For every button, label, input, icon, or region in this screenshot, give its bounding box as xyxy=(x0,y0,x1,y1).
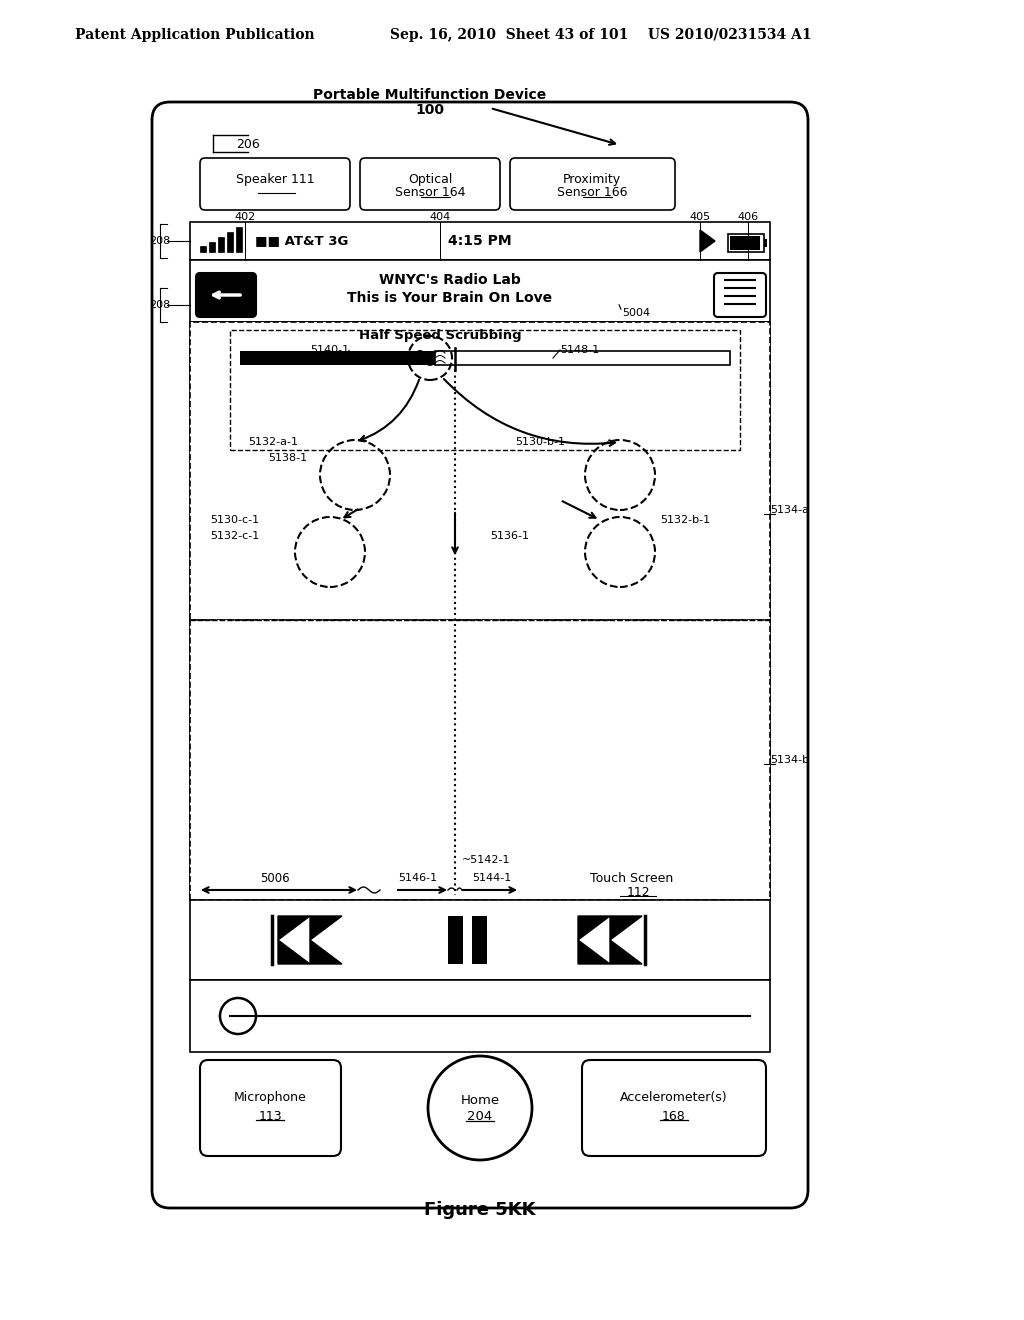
Bar xyxy=(240,351,435,366)
Text: 404: 404 xyxy=(429,213,451,222)
FancyBboxPatch shape xyxy=(152,102,808,1208)
Text: 5130-c-1: 5130-c-1 xyxy=(210,515,259,525)
Bar xyxy=(190,620,770,900)
Text: 100: 100 xyxy=(416,103,444,117)
Text: Optical: Optical xyxy=(408,173,453,186)
Text: Half Speed Scrubbing: Half Speed Scrubbing xyxy=(358,329,521,342)
Bar xyxy=(449,916,463,964)
Text: WNYC's Radio Lab: WNYC's Radio Lab xyxy=(379,273,521,286)
Text: ~5142-1: ~5142-1 xyxy=(462,855,511,865)
Text: 5134-a: 5134-a xyxy=(770,506,809,515)
Text: 5004: 5004 xyxy=(622,308,650,318)
Text: Patent Application Publication: Patent Application Publication xyxy=(75,28,314,42)
Polygon shape xyxy=(610,916,642,940)
Text: 5136-1: 5136-1 xyxy=(490,531,529,541)
FancyBboxPatch shape xyxy=(582,1060,766,1156)
Polygon shape xyxy=(578,916,610,940)
Text: Proximity: Proximity xyxy=(563,173,622,186)
Text: 5140-1: 5140-1 xyxy=(310,345,349,355)
Bar xyxy=(764,239,767,247)
Bar xyxy=(230,330,740,450)
Text: Accelerometer(s): Accelerometer(s) xyxy=(621,1092,728,1105)
Text: 208: 208 xyxy=(150,300,171,310)
Text: Portable Multifunction Device: Portable Multifunction Device xyxy=(313,88,547,102)
Bar xyxy=(728,234,764,252)
Text: 402: 402 xyxy=(234,213,256,222)
Text: Sep. 16, 2010  Sheet 43 of 101    US 2010/0231534 A1: Sep. 16, 2010 Sheet 43 of 101 US 2010/02… xyxy=(390,28,812,42)
Text: 113: 113 xyxy=(258,1110,282,1122)
Text: 208: 208 xyxy=(150,236,171,246)
Text: 5144-1: 5144-1 xyxy=(472,873,512,883)
Text: 5134-b: 5134-b xyxy=(770,755,809,766)
Circle shape xyxy=(220,998,256,1034)
Polygon shape xyxy=(578,940,610,964)
Bar xyxy=(190,260,770,322)
Text: This is Your Brain On Love: This is Your Brain On Love xyxy=(347,290,553,305)
Bar xyxy=(435,351,730,366)
Bar xyxy=(200,246,206,252)
FancyBboxPatch shape xyxy=(200,158,350,210)
Text: 5006: 5006 xyxy=(260,871,290,884)
Bar xyxy=(227,232,233,252)
Polygon shape xyxy=(278,916,310,940)
Text: Speaker 111: Speaker 111 xyxy=(236,173,314,186)
Text: 5130-b-1: 5130-b-1 xyxy=(515,437,565,447)
Bar xyxy=(190,979,770,1052)
Bar xyxy=(190,900,770,979)
Text: ■■ AT&T 3G: ■■ AT&T 3G xyxy=(255,235,348,248)
Text: 5146-1: 5146-1 xyxy=(398,873,437,883)
Bar xyxy=(472,916,487,964)
Bar xyxy=(209,242,215,252)
Polygon shape xyxy=(310,940,342,964)
Text: 168: 168 xyxy=(663,1110,686,1122)
Text: 204: 204 xyxy=(467,1110,493,1123)
Text: 5138-1: 5138-1 xyxy=(268,453,307,463)
Bar xyxy=(190,322,770,900)
Text: Sensor 164: Sensor 164 xyxy=(394,186,465,199)
Bar xyxy=(190,222,770,260)
Circle shape xyxy=(428,1056,532,1160)
Polygon shape xyxy=(610,940,642,964)
Text: Home: Home xyxy=(461,1093,500,1106)
FancyBboxPatch shape xyxy=(200,1060,341,1156)
Polygon shape xyxy=(310,916,342,940)
Bar xyxy=(190,322,770,620)
Bar xyxy=(236,227,242,252)
Text: 5132-c-1: 5132-c-1 xyxy=(210,531,259,541)
Text: 405: 405 xyxy=(689,213,711,222)
Polygon shape xyxy=(700,230,715,252)
Text: Sensor 166: Sensor 166 xyxy=(557,186,628,199)
Text: 5148-1: 5148-1 xyxy=(560,345,599,355)
Text: 4:15 PM: 4:15 PM xyxy=(449,234,512,248)
FancyBboxPatch shape xyxy=(510,158,675,210)
FancyBboxPatch shape xyxy=(360,158,500,210)
Text: 406: 406 xyxy=(737,213,759,222)
Text: 112: 112 xyxy=(627,886,650,899)
Text: 5132-a-1: 5132-a-1 xyxy=(248,437,298,447)
Text: 5132-b-1: 5132-b-1 xyxy=(660,515,710,525)
Text: Touch Screen: Touch Screen xyxy=(590,871,673,884)
Bar xyxy=(218,238,224,252)
Text: 206: 206 xyxy=(237,139,260,152)
FancyBboxPatch shape xyxy=(714,273,766,317)
Polygon shape xyxy=(278,940,310,964)
Text: Microphone: Microphone xyxy=(233,1092,306,1105)
FancyBboxPatch shape xyxy=(196,273,256,317)
Bar xyxy=(730,236,760,249)
Text: Figure 5KK: Figure 5KK xyxy=(424,1201,536,1218)
